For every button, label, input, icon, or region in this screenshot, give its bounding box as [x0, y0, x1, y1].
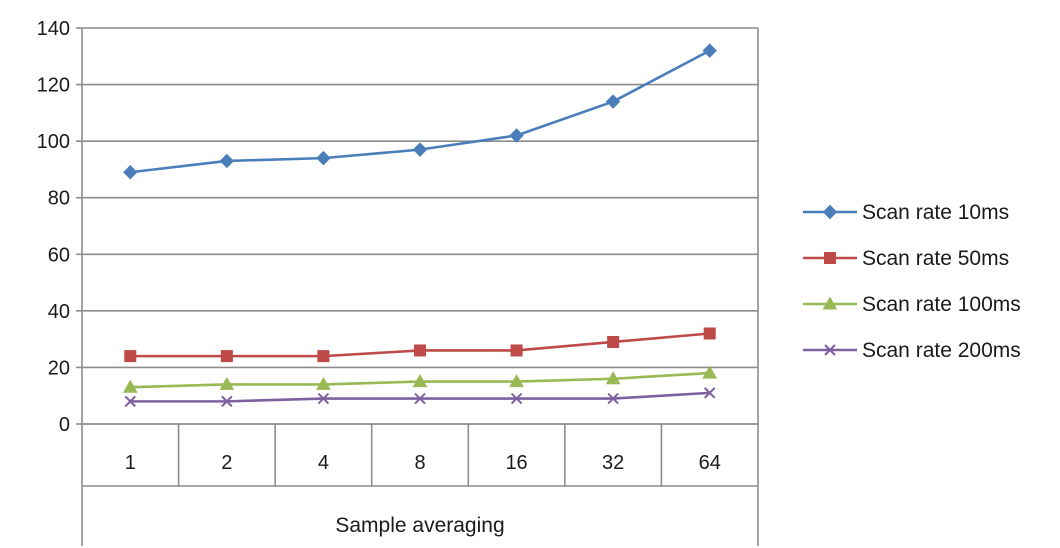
legend-label: Scan rate 100ms	[862, 293, 1021, 316]
data-point	[124, 395, 136, 408]
data-point	[704, 387, 716, 399]
legend-label: Scan rate 50ms	[862, 247, 1009, 270]
x-axis-title: Sample averaging	[335, 514, 504, 537]
data-point	[123, 165, 138, 180]
data-point	[510, 392, 523, 405]
x-tick-label: 16	[505, 452, 527, 474]
data-point	[605, 94, 621, 109]
x-tick-label: 32	[602, 452, 624, 474]
data-point	[607, 335, 620, 348]
data-point	[824, 252, 836, 264]
y-tick-label: 60	[48, 244, 70, 266]
x-tick-label: 64	[699, 452, 721, 474]
x-tick-labels: 1 2 4 8 16 32 64	[125, 452, 721, 474]
data-point	[414, 344, 426, 357]
data-point	[703, 327, 716, 340]
legend-item: Scan rate 10ms	[803, 201, 1009, 224]
data-point	[509, 128, 524, 143]
data-point	[124, 350, 137, 363]
x-tick-label: 4	[318, 452, 329, 474]
y-tick-labels: 0 20 40 60 80 100 120 140	[37, 18, 70, 436]
data-point	[220, 350, 233, 363]
data-point	[702, 365, 718, 379]
legend-label: Scan rate 10ms	[862, 201, 1009, 224]
data-point	[122, 379, 138, 393]
x-tick-label: 1	[125, 452, 136, 474]
series-group	[122, 43, 718, 408]
legend: Scan rate 10ms Scan rate 50ms Scan rate 10…	[803, 201, 1021, 362]
data-point	[824, 344, 836, 356]
series-scan-rate-50ms	[124, 327, 716, 363]
data-point	[605, 371, 621, 385]
legend-item: Scan rate 100ms	[803, 293, 1021, 316]
legend-item: Scan rate 200ms	[803, 339, 1021, 362]
axes	[76, 27, 759, 546]
data-point	[822, 296, 838, 310]
y-tick-label: 100	[37, 131, 70, 153]
data-point	[219, 376, 235, 390]
data-point	[509, 374, 524, 388]
data-point	[702, 43, 717, 58]
data-point	[316, 376, 331, 390]
legend-item: Scan rate 50ms	[803, 247, 1009, 270]
data-point	[316, 150, 331, 166]
y-tick-label: 20	[48, 357, 70, 379]
data-point	[412, 142, 428, 157]
series-scan-rate-10ms	[123, 43, 717, 180]
y-tick-label: 40	[48, 301, 70, 323]
x-tick-label: 8	[414, 452, 425, 474]
data-point	[510, 344, 523, 357]
y-tick-label: 120	[37, 75, 70, 97]
data-point	[414, 392, 426, 405]
data-point	[221, 395, 233, 408]
data-point	[219, 153, 235, 169]
series-scan-rate-200ms	[124, 387, 716, 408]
data-point	[607, 392, 619, 405]
y-tick-label: 140	[37, 18, 70, 40]
data-point	[822, 204, 838, 220]
x-tick-label: 2	[221, 452, 232, 474]
gridlines	[82, 27, 758, 425]
legend-label: Scan rate 200ms	[862, 339, 1021, 362]
series-scan-rate-100ms	[122, 365, 718, 393]
data-point	[317, 392, 330, 405]
series-line	[130, 391, 710, 403]
y-tick-label: 0	[59, 414, 70, 436]
data-point	[317, 350, 330, 363]
data-point	[412, 374, 428, 388]
y-tick-label: 80	[48, 188, 70, 210]
